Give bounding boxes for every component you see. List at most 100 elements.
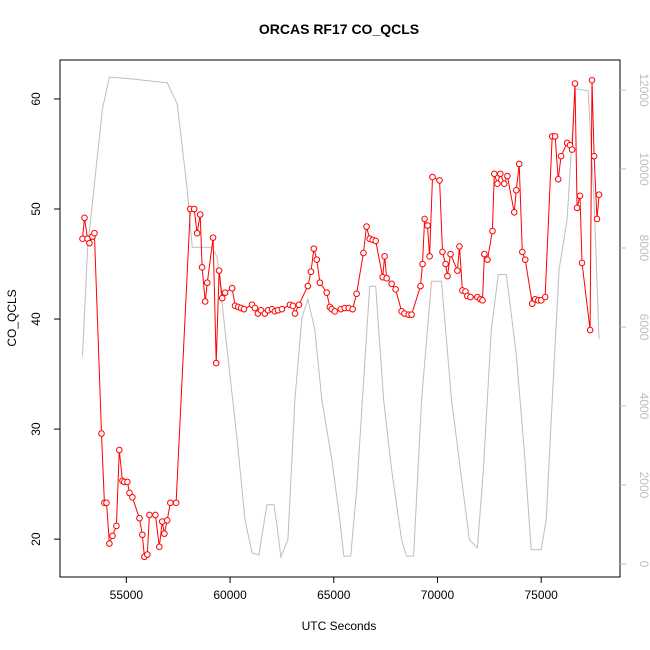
data-point: [392, 286, 399, 293]
data-point: [363, 223, 370, 230]
data-point: [136, 514, 143, 522]
y-tick-label: 40: [29, 312, 43, 326]
y-tick-label: 30: [29, 422, 43, 436]
data-point: [310, 245, 318, 252]
data-point: [228, 284, 236, 292]
data-point: [163, 517, 171, 524]
y-axis-label: CO_QCLS: [5, 289, 19, 346]
data-point: [98, 430, 105, 437]
data-point: [484, 256, 491, 263]
data-point: [586, 326, 594, 334]
y2-tick-label: 12000: [637, 73, 650, 107]
chart-title: ORCAS RF17 CO_QCLS: [259, 21, 419, 37]
y2-tick-label: 4000: [637, 393, 650, 420]
data-point: [491, 170, 498, 178]
data-point: [251, 304, 259, 312]
data-point: [190, 205, 198, 213]
data-point: [291, 310, 299, 317]
data-point: [161, 530, 168, 537]
y-tick-label: 50: [29, 202, 43, 216]
data-point: [193, 229, 201, 237]
data-point: [551, 133, 559, 140]
y2-tick-label: 10000: [637, 152, 650, 186]
data-point: [454, 267, 461, 274]
data-point: [494, 180, 501, 187]
data-point: [109, 532, 116, 540]
data-point: [146, 511, 153, 519]
data-point: [316, 279, 324, 287]
data-point: [593, 215, 601, 223]
data-point: [447, 250, 454, 258]
data-point: [289, 302, 297, 310]
data-point: [439, 248, 446, 256]
data-point: [323, 289, 331, 296]
data-point: [152, 511, 159, 519]
data-point: [554, 175, 562, 183]
data-point: [331, 308, 339, 315]
data-point: [595, 191, 603, 198]
data-point: [144, 551, 151, 558]
data-point: [388, 280, 395, 288]
data-point: [576, 192, 584, 200]
y-tick-label: 20: [29, 532, 43, 546]
data-point: [467, 293, 474, 301]
data-point: [456, 243, 463, 250]
data-point: [81, 214, 88, 222]
data-point: [129, 494, 136, 501]
data-point: [519, 248, 526, 256]
data-point: [221, 289, 229, 296]
data-point: [557, 152, 565, 160]
data-point: [215, 267, 223, 274]
data-point: [421, 215, 428, 223]
data-point: [489, 227, 496, 235]
data-point: [417, 282, 424, 290]
data-point: [573, 204, 581, 212]
data-point: [198, 264, 206, 271]
data-point: [500, 180, 508, 187]
x-tick-label: 70000: [421, 588, 455, 602]
data-point: [139, 531, 146, 539]
data-point: [588, 76, 596, 84]
data-point: [424, 222, 431, 229]
data-point: [444, 272, 451, 280]
data-point: [295, 301, 303, 309]
series-line: [82, 80, 600, 558]
x-tick-label: 65000: [317, 588, 351, 602]
data-point: [408, 311, 415, 318]
data-point: [353, 290, 360, 298]
data-point: [528, 300, 536, 307]
data-point: [209, 234, 217, 241]
plot-frame: [59, 59, 621, 578]
data-point: [479, 297, 486, 304]
data-point: [106, 540, 113, 547]
data-point: [304, 282, 312, 290]
data-point: [126, 489, 133, 497]
data-point: [504, 172, 511, 180]
data-point: [349, 305, 356, 313]
data-point: [578, 259, 586, 267]
data-point: [156, 543, 163, 551]
data-point: [91, 229, 98, 237]
data-point: [568, 146, 576, 153]
data-point: [510, 209, 518, 216]
data-point: [313, 256, 321, 263]
y2-tick-label: 2000: [637, 472, 650, 499]
x-tick-label: 60000: [213, 588, 247, 602]
data-point: [541, 293, 549, 301]
data-point: [436, 177, 443, 184]
x-tick-label: 55000: [110, 588, 144, 602]
data-point: [426, 253, 433, 260]
x-axis-label: UTC Seconds: [302, 619, 377, 633]
data-point: [240, 305, 248, 313]
data-point: [113, 522, 120, 530]
y2-tick-label: 6000: [637, 314, 650, 341]
data-point: [360, 249, 367, 257]
data-point: [307, 268, 315, 276]
data-point: [590, 152, 598, 160]
data-point: [212, 359, 220, 367]
data-point: [167, 499, 174, 507]
data-point: [372, 237, 379, 245]
data-point: [124, 478, 131, 486]
data-point: [201, 298, 209, 305]
